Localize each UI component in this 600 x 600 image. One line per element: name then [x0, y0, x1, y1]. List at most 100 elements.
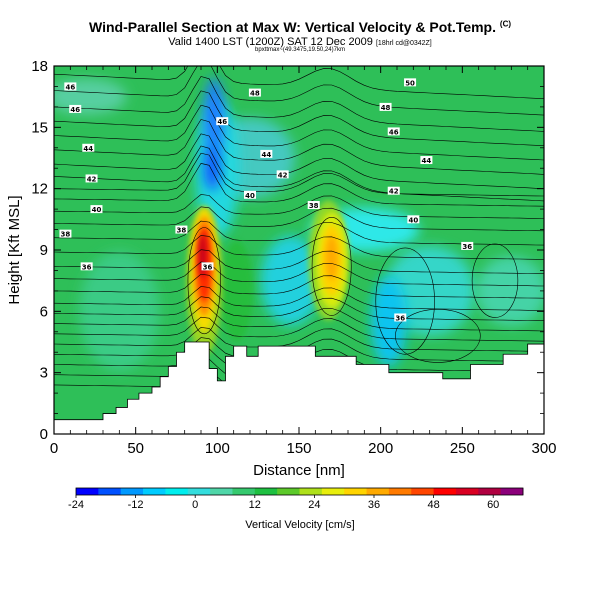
contour-label-text: 48 [250, 90, 260, 98]
colorbar-swatch [76, 488, 99, 495]
contour-label-text: 42 [389, 188, 399, 196]
colorbar-swatch [455, 488, 479, 495]
theta-contour-line [54, 163, 544, 207]
colorbar-swatch [478, 488, 502, 495]
contour-label-text: 46 [70, 106, 80, 114]
theta-contour-line [54, 249, 544, 274]
contour-label: 44 [260, 149, 273, 159]
colorbar-swatch [165, 488, 189, 495]
contour-label-text: 36 [462, 243, 472, 251]
theta-contour-line [54, 286, 544, 311]
x-tick-label: 250 [450, 440, 475, 457]
contour-label: 38 [175, 225, 188, 235]
theta-contour-line [54, 133, 544, 189]
contour-label-text: 50 [405, 79, 415, 87]
colorbar-swatch [411, 488, 434, 495]
y-tick-label: 9 [40, 242, 48, 259]
theta-contour-line [54, 66, 544, 116]
x-tick-label: 300 [531, 440, 556, 457]
contour-label: 38 [59, 229, 72, 239]
x-tick-label: 200 [368, 440, 393, 457]
theta-contour-line [54, 66, 544, 99]
colorbar-swatch [98, 488, 122, 495]
contour-label: 42 [387, 186, 400, 196]
contour-label: 36 [80, 262, 93, 271]
contour-label-box [64, 82, 77, 91]
chart-title-text: Wind-Parallel Section at Max W: Vertical… [88, 19, 497, 35]
theta-contour-line [54, 145, 544, 202]
contour-label-box [387, 127, 400, 136]
chart-subtitle-small: [18hrl cd@0342Z] [375, 40, 432, 47]
colorbar-swatch [210, 488, 233, 495]
colorbar-swatch [277, 488, 300, 495]
contour-label-text: 44 [261, 151, 271, 159]
colorbar-swatch [187, 488, 211, 495]
contour-label: 46 [387, 127, 400, 136]
theta-contour-line [54, 76, 544, 132]
contour-label: 42 [85, 174, 98, 183]
theta-contour-cell [471, 243, 519, 318]
chart-subtitle: Valid 1400 LST (1200Z) SAT 12 Dec 2009 [… [0, 36, 600, 48]
chart-title-mark: (C) [499, 19, 512, 29]
contour-label: 46 [216, 117, 229, 126]
contour-label: 44 [420, 156, 433, 165]
theta-contour-cell [375, 247, 435, 355]
contour-label-text: 40 [92, 206, 102, 214]
contour-label-text: 36 [203, 263, 213, 271]
contour-label-box [216, 117, 229, 126]
contour-label-box [82, 143, 95, 152]
terrain-mask [53, 341, 545, 435]
contour-label-box [59, 229, 72, 238]
colorbar-swatch [232, 488, 256, 495]
contour-label: 42 [276, 170, 289, 179]
colorbar-swatch [433, 488, 457, 495]
theta-contour-line [54, 194, 544, 219]
colorbar-swatch [366, 488, 390, 495]
contour-label-text: 38 [61, 231, 71, 239]
theta-contour-line [54, 119, 544, 175]
theta-contour-line [54, 104, 544, 161]
chart-subtitle-text: Valid 1400 LST (1200Z) SAT 12 Dec 2009 [168, 36, 373, 48]
contour-label: 44 [82, 143, 95, 153]
theta-contour-labels: 46 46 44 42 40 38 36 38 36 46 48 44 42 40 38 50 48 46 44 42… [59, 78, 474, 322]
colorbar-tick-label: 12 [249, 499, 261, 511]
contour-label-box [394, 313, 407, 322]
contour-label-box [260, 149, 273, 158]
chart-subtitle-2: bpxttmax~(49.3475,19.50,24)7km [255, 47, 345, 53]
y-axis-label: Height [Kft MSL] [6, 195, 23, 304]
y-tick-label: 3 [40, 365, 48, 382]
velocity-region [198, 234, 207, 279]
velocity-region [260, 235, 321, 326]
contour-label: 46 [69, 104, 82, 114]
velocity-region [370, 276, 407, 367]
y-tick-label: 18 [31, 58, 48, 75]
colorbar-swatch [254, 488, 278, 495]
x-tick-label: 0 [50, 440, 58, 457]
contour-label-box [276, 170, 289, 179]
x-tick-label: 50 [127, 440, 144, 457]
colorbar-tick-label: 0 [192, 499, 198, 511]
colorbar-swatch [500, 488, 524, 495]
contour-label-text: 46 [65, 83, 75, 91]
theta-contour-cell [311, 216, 352, 316]
contour-label-text: 38 [309, 202, 319, 210]
contour-label-text: 40 [408, 216, 418, 224]
contour-label-text: 46 [217, 118, 227, 126]
contour-label: 50 [404, 78, 417, 87]
contour-label-box [201, 262, 214, 271]
contour-label-box [387, 186, 400, 195]
colorbar-swatch [344, 488, 367, 495]
theta-contour-cell [395, 308, 481, 363]
colorbar-tick-label: 36 [368, 499, 380, 511]
y-tick-label: 6 [40, 303, 48, 320]
colorbar-tick-label: -12 [128, 499, 144, 511]
velocity-region [79, 251, 160, 372]
x-tick-label: 150 [286, 440, 311, 457]
colorbar-frame [75, 487, 524, 496]
contour-label-box [379, 102, 392, 111]
y-tick-label: 12 [31, 181, 48, 198]
colorbar-swatch [120, 488, 144, 495]
contour-label: 40 [407, 215, 420, 224]
theta-contour-line [54, 235, 544, 260]
